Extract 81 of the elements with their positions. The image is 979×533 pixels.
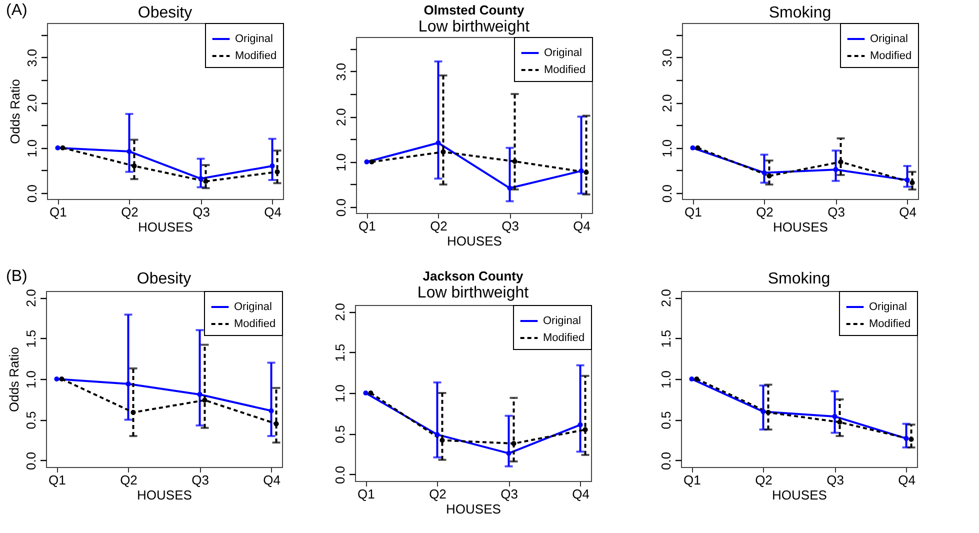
chart-subtitle: Low birthweight	[418, 18, 530, 36]
x-tick-label: Q1	[50, 204, 67, 220]
chart-subtitle: Low birthweight	[417, 284, 530, 302]
x-axis-title: HOUSES	[138, 220, 194, 234]
legend-label: Original	[869, 301, 907, 313]
x-tick-label: Q1	[358, 218, 376, 234]
chart-title: Jackson County	[422, 268, 524, 284]
legend-label: Modified	[870, 50, 912, 62]
x-tick-label: Q1	[684, 472, 701, 488]
chart-title: Smoking	[768, 270, 830, 288]
y-tick-label: 2.0	[658, 288, 674, 308]
y-tick-label: 1.5	[658, 330, 674, 348]
x-tick-label: Q4	[263, 472, 280, 488]
y-axis-title: Odds Ratio	[8, 78, 22, 144]
x-tick-label: Q3	[826, 472, 844, 488]
x-tick-label: Q4	[898, 472, 916, 488]
x-tick-label: Q4	[573, 218, 590, 234]
y-tick-label: 3.0	[660, 48, 674, 67]
y-tick-label: 0.0	[334, 198, 348, 217]
legend-label: Modified	[234, 318, 276, 330]
chart-title: Obesity	[138, 4, 192, 22]
y-tick-label: 2.0	[334, 108, 348, 126]
legend-label: Modified	[544, 64, 586, 76]
x-tick-label: Q1	[684, 204, 702, 220]
x-axis-title: HOUSES	[446, 502, 502, 516]
legend-label: Original	[543, 315, 581, 327]
x-tick-label: Q2	[756, 204, 774, 220]
x-tick-label: Q2	[121, 204, 138, 220]
chart-title: Smoking	[768, 4, 832, 22]
legend-label: Original	[234, 301, 272, 313]
x-tick-label: Q3	[192, 472, 209, 488]
legend-label: Original	[235, 33, 273, 45]
legend-label: Modified	[235, 50, 277, 62]
y-tick-label: 0.0	[24, 184, 40, 203]
x-axis-title: HOUSES	[773, 220, 828, 234]
x-tick-label: Q2	[120, 472, 138, 488]
legend-label: Modified	[543, 332, 585, 344]
y-tick-label: 0.5	[24, 411, 38, 430]
x-axis-title: HOUSES	[447, 234, 502, 248]
y-tick-label: 2.0	[24, 94, 40, 112]
legend-label: Modified	[869, 318, 911, 330]
text: (B)	[6, 268, 28, 286]
x-axis-title: HOUSES	[137, 488, 192, 502]
y-tick-label: 0.0	[658, 452, 674, 470]
y-tick-label: 1.5	[332, 344, 348, 362]
legend-label: Original	[544, 47, 582, 59]
y-tick-label: 1.0	[334, 153, 348, 172]
y-tick-label: 3.0	[24, 48, 40, 67]
y-tick-label: 2.0	[24, 288, 38, 308]
y-tick-label: 2.0	[660, 94, 674, 112]
x-tick-label: Q3	[828, 204, 845, 220]
x-tick-label: Q4	[264, 204, 282, 220]
y-tick-label: 0.0	[24, 452, 38, 470]
legend-label: Original	[870, 33, 908, 45]
y-tick-label: 0.5	[658, 411, 674, 430]
y-tick-label: 3.0	[334, 62, 348, 81]
y-tick-label: 0.5	[332, 425, 348, 444]
x-tick-label: Q4	[572, 486, 590, 502]
y-tick-label: 2.0	[332, 302, 348, 322]
y-axis-title: Odds Ratio	[6, 346, 22, 412]
x-tick-label: Q2	[430, 218, 448, 234]
x-tick-label: Q1	[48, 472, 66, 488]
x-tick-label: Q3	[502, 218, 519, 234]
y-tick-label: 1.0	[332, 384, 348, 403]
text: (A)	[6, 2, 28, 20]
x-tick-label: Q2	[429, 486, 446, 502]
x-tick-label: Q2	[755, 472, 772, 488]
y-tick-label: 1.5	[24, 330, 38, 348]
chart-title: Obesity	[136, 270, 192, 288]
x-tick-label: Q1	[358, 486, 375, 502]
y-tick-label: 0.0	[660, 184, 674, 203]
x-axis-title: HOUSES	[772, 488, 828, 502]
chart-title: Olmsted County	[424, 2, 525, 18]
y-tick-label: 1.0	[660, 139, 674, 158]
y-tick-label: 1.0	[24, 370, 38, 389]
x-tick-label: Q3	[500, 486, 518, 502]
x-tick-label: Q4	[899, 204, 916, 220]
y-tick-label: 1.0	[24, 139, 40, 158]
y-tick-label: 0.0	[332, 466, 348, 484]
y-tick-label: 1.0	[658, 370, 674, 389]
x-tick-label: Q3	[192, 204, 210, 220]
